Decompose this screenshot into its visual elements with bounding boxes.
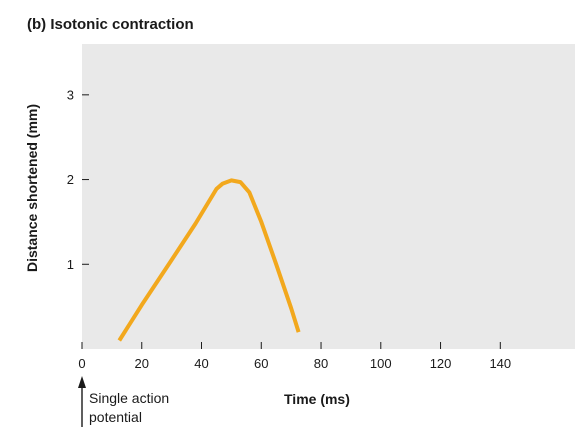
x-tick-label: 120 — [430, 356, 452, 371]
x-axis-label: Time (ms) — [284, 391, 350, 407]
y-tick-label: 3 — [67, 87, 74, 102]
x-tick-label: 40 — [194, 356, 208, 371]
x-tick-label: 20 — [135, 356, 149, 371]
x-axis-ticks: 0 20 40 60 80 100 120 140 — [78, 342, 511, 371]
y-axis-ticks: 1 2 3 — [67, 87, 89, 272]
x-tick-label: 80 — [314, 356, 328, 371]
stimulus-annotation: Single action potential — [78, 376, 169, 427]
stimulus-arrow-head — [78, 376, 86, 388]
y-tick-label: 2 — [67, 172, 74, 187]
y-tick-label: 1 — [67, 257, 74, 272]
x-tick-label: 100 — [370, 356, 392, 371]
y-axis-label: Distance shortened (mm) — [24, 104, 40, 272]
chart-title: (b) Isotonic contraction — [27, 16, 194, 33]
x-tick-label: 60 — [254, 356, 268, 371]
x-tick-label: 140 — [489, 356, 511, 371]
stimulus-label-line-1: Single action — [89, 390, 169, 406]
stimulus-label-line-2: potential — [89, 409, 142, 425]
x-tick-label: 0 — [78, 356, 85, 371]
plot-background — [82, 44, 575, 349]
distance-shortened-line — [117, 178, 301, 342]
